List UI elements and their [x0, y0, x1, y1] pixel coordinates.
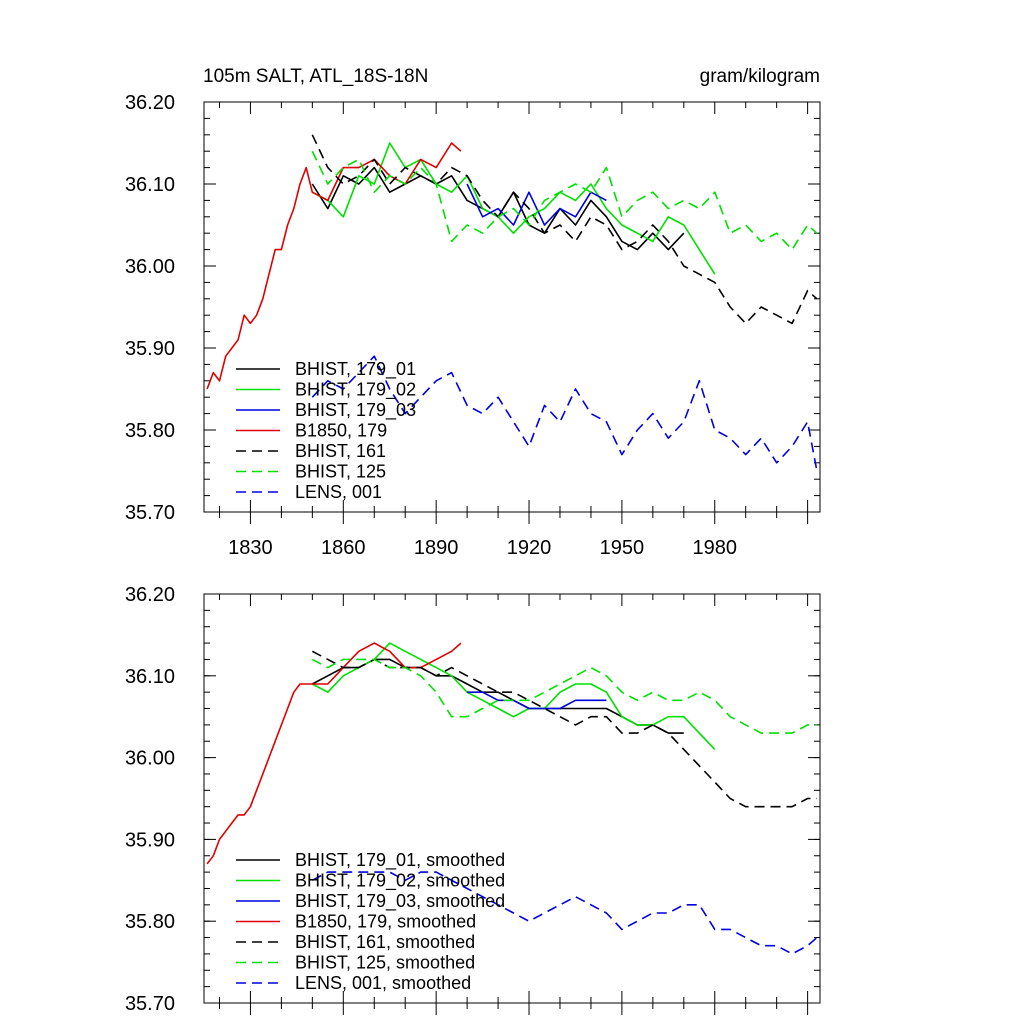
- series-line: [311, 150, 818, 251]
- legend-label: BHIST, 179_02: [295, 380, 416, 401]
- x-tick-label: 1890: [414, 537, 459, 559]
- y-tick-label: 35.70: [125, 502, 175, 524]
- bottom-panel: 35.70 35.80 35.90 36.00 36.10 36.20 BHIST, 179…: [125, 584, 821, 1015]
- y-tick-label: 36.20: [125, 92, 175, 114]
- y-tick-label: 36.00: [125, 748, 175, 770]
- y-tick-label: 35.80: [125, 420, 175, 442]
- y-tick-label: 35.70: [125, 993, 175, 1015]
- plot-frame: [203, 101, 821, 513]
- series-line: [311, 142, 716, 275]
- x-tick-label: 1920: [507, 537, 552, 559]
- series-line: [311, 355, 818, 472]
- legend-label: BHIST, 179_03: [295, 400, 416, 421]
- x-tick-label: 1830: [228, 537, 273, 559]
- top-panel: 1830 1860 1890 1920 1950 1980 35.70 35.80 35.90 3…: [125, 92, 821, 559]
- y-tick-label: 36.10: [125, 666, 175, 688]
- legend-label: BHIST, 161: [295, 441, 386, 461]
- legend-label: B1850, 179, smoothed: [295, 912, 476, 932]
- legend-label: BHIST, 125, smoothed: [295, 953, 475, 973]
- series-line: [311, 658, 684, 734]
- series-line: [311, 871, 818, 955]
- y-tick-label: 35.90: [125, 829, 175, 851]
- legend-label: BHIST, 161, smoothed: [295, 932, 475, 952]
- x-tick-label: 1860: [321, 537, 366, 559]
- legend-label: BHIST, 179_01, smoothed: [295, 850, 505, 871]
- series-line: [206, 142, 462, 390]
- x-tick-label: 1980: [693, 537, 738, 559]
- series-line: [311, 134, 818, 325]
- legend-label: LENS, 001, smoothed: [295, 973, 471, 993]
- figure-title-right: gram/kilogram: [700, 66, 820, 87]
- legend-label: BHIST, 179_03, smoothed: [295, 891, 505, 912]
- legend-label: BHIST, 179_01: [295, 359, 416, 380]
- plot-frame: [203, 593, 821, 1004]
- legend-label: BHIST, 179_02, smoothed: [295, 871, 505, 892]
- series-line: [311, 642, 716, 750]
- legend-label: BHIST, 125: [295, 462, 386, 482]
- series-line: [206, 642, 462, 865]
- series-line: [311, 650, 817, 808]
- y-tick-label: 36.00: [125, 256, 175, 278]
- legend-label: LENS, 001: [295, 482, 382, 502]
- y-tick-label: 35.80: [125, 911, 175, 933]
- series-line: [466, 183, 607, 226]
- series-line: [311, 658, 817, 734]
- y-tick-label: 36.10: [125, 174, 175, 196]
- figure-title-left: 105m SALT, ATL_18S-18N: [203, 66, 428, 87]
- legend-label: B1850, 179: [295, 421, 387, 441]
- y-tick-label: 36.20: [125, 584, 175, 606]
- x-tick-label: 1950: [600, 537, 645, 559]
- series-line: [467, 691, 607, 710]
- y-tick-label: 35.90: [125, 338, 175, 360]
